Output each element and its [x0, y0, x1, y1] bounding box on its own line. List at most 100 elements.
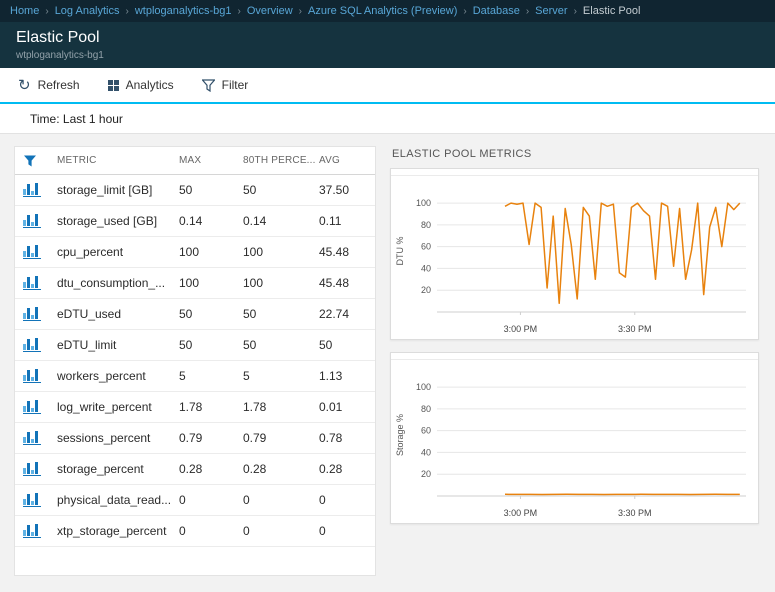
metric-max: 5 [179, 369, 186, 383]
svg-text:80: 80 [421, 220, 431, 230]
analytics-grid-icon [107, 79, 119, 91]
filter-button[interactable]: Filter [201, 68, 249, 102]
metric-name: eDTU_limit [57, 338, 117, 352]
metric-p80: 100 [243, 245, 264, 259]
table-row[interactable]: workers_percent 5 5 1.13 [15, 361, 375, 392]
metrics-table-header: METRIC MAX 80TH PERCE... AVG [15, 147, 375, 175]
breadcrumb-item-elastic-pool: Elastic Pool [582, 5, 641, 17]
breadcrumb-item-server[interactable]: Server [535, 5, 568, 17]
breadcrumb-item-overview[interactable]: Overview [246, 5, 293, 17]
breadcrumb-separator: › [573, 5, 577, 17]
metric-p80: 0 [243, 493, 250, 507]
analytics-button[interactable]: Analytics [107, 68, 174, 102]
page-subtitle: wtploganalytics-bg1 [16, 50, 104, 61]
dtu-percent-line-chart: 20 40 60 80 100 3:00 PM 3:30 PM DTU % [395, 198, 746, 334]
breadcrumb-item-database[interactable]: Database [472, 5, 520, 17]
metric-name: xtp_storage_percent [57, 524, 167, 538]
bar-chart-icon [23, 493, 41, 507]
breadcrumb-item-log-analytics[interactable]: Log Analytics [54, 5, 120, 17]
metrics-table: METRIC MAX 80TH PERCE... AVG storage_lim… [14, 146, 376, 576]
svg-text:60: 60 [421, 426, 431, 436]
breadcrumb-separator: › [298, 5, 303, 17]
bar-chart-icon [23, 400, 41, 414]
metric-p80: 0.14 [243, 214, 267, 228]
breadcrumb-separator: › [45, 5, 49, 17]
bar-chart-icon [23, 276, 41, 290]
metric-p80: 0 [243, 524, 250, 538]
table-row[interactable]: sessions_percent 0.79 0.79 0.78 [15, 423, 375, 454]
bar-chart-icon [23, 338, 41, 352]
svg-text:40: 40 [421, 263, 431, 273]
table-row[interactable]: xtp_storage_percent 0 0 0 [15, 516, 375, 547]
table-row[interactable]: storage_used [GB] 0.14 0.14 0.11 [15, 206, 375, 237]
svg-text:3:00 PM: 3:00 PM [504, 324, 538, 334]
bar-chart-icon [23, 214, 41, 228]
metric-max: 0 [179, 524, 186, 538]
metric-name: cpu_percent [57, 245, 124, 259]
metric-avg: 0.01 [319, 400, 343, 414]
table-row[interactable]: dtu_consumption_... 100 100 45.48 [15, 268, 375, 299]
breadcrumb-item-azure-sql-analytics[interactable]: Azure SQL Analytics (Preview) [308, 5, 458, 17]
metric-avg: 0.28 [319, 462, 343, 476]
metric-avg: 0 [319, 493, 326, 507]
svg-text:100: 100 [416, 198, 431, 208]
table-filter-icon[interactable] [23, 154, 37, 168]
metric-name: log_write_percent [57, 400, 152, 414]
metric-max: 50 [179, 338, 193, 352]
charts-panel: ELASTIC POOL METRICS 20 40 60 80 100 3:00 PM 3… [390, 146, 759, 591]
table-row[interactable]: physical_data_read... 0 0 0 [15, 485, 375, 516]
breadcrumb: Home › Log Analytics › wtploganalytics-bg1… [0, 0, 775, 22]
metric-name: dtu_consumption_... [57, 276, 166, 290]
table-row[interactable]: storage_limit [GB] 50 50 37.50 [15, 175, 375, 206]
metric-max: 50 [179, 183, 193, 197]
bar-chart-icon [23, 245, 41, 259]
breadcrumb-item-workspace[interactable]: wtploganalytics-bg1 [134, 5, 232, 17]
metric-p80: 5 [243, 369, 250, 383]
time-range-bar[interactable]: Time: Last 1 hour [0, 104, 775, 134]
table-row[interactable]: eDTU_limit 50 50 50 [15, 330, 375, 361]
table-row[interactable]: log_write_percent 1.78 1.78 0.01 [15, 392, 375, 423]
metric-p80: 50 [243, 307, 257, 321]
svg-text:80: 80 [421, 404, 431, 414]
analytics-label: Analytics [125, 78, 174, 92]
main-content: METRIC MAX 80TH PERCE... AVG storage_lim… [0, 134, 775, 591]
column-header-metric[interactable]: METRIC [57, 155, 97, 166]
table-row[interactable]: eDTU_used 50 50 22.74 [15, 299, 375, 330]
metric-max: 0.28 [179, 462, 203, 476]
metric-name: sessions_percent [57, 431, 151, 445]
svg-text:3:30 PM: 3:30 PM [618, 324, 652, 334]
metric-max: 0.14 [179, 214, 203, 228]
table-row[interactable]: cpu_percent 100 100 45.48 [15, 237, 375, 268]
time-range-label: Time: Last 1 hour [30, 111, 123, 126]
column-header-p80[interactable]: 80TH PERCE... [243, 155, 316, 166]
metric-name: storage_percent [57, 462, 144, 476]
metric-avg: 0.78 [319, 431, 343, 445]
chart-card-header [391, 169, 758, 176]
chart-card-header [391, 353, 758, 360]
metric-name: storage_limit [GB] [57, 183, 153, 197]
svg-text:Storage %: Storage % [395, 414, 405, 456]
charts-section-title: ELASTIC POOL METRICS [392, 148, 532, 160]
metric-p80: 0.28 [243, 462, 267, 476]
svg-text:60: 60 [421, 242, 431, 252]
metric-avg: 37.50 [319, 183, 350, 197]
breadcrumb-item-home[interactable]: Home [10, 5, 40, 17]
metric-p80: 1.78 [243, 400, 267, 414]
bar-chart-icon [23, 431, 41, 445]
refresh-icon: ↻ [18, 76, 31, 94]
bar-chart-icon [23, 369, 41, 383]
refresh-button[interactable]: ↻ Refresh [18, 68, 80, 102]
column-header-avg[interactable]: AVG [319, 155, 340, 166]
svg-text:100: 100 [416, 382, 431, 392]
filter-funnel-icon [201, 78, 215, 92]
metric-max: 50 [179, 307, 193, 321]
svg-text:20: 20 [421, 285, 431, 295]
filter-label: Filter [221, 78, 249, 92]
metric-avg: 50 [319, 338, 333, 352]
page-header: Elastic Pool wtploganalytics-bg1 [0, 22, 775, 68]
column-header-max[interactable]: MAX [179, 155, 202, 166]
metric-avg: 0.11 [319, 214, 342, 228]
svg-text:40: 40 [421, 447, 431, 457]
metric-max: 0 [179, 493, 186, 507]
table-row[interactable]: storage_percent 0.28 0.28 0.28 [15, 454, 375, 485]
